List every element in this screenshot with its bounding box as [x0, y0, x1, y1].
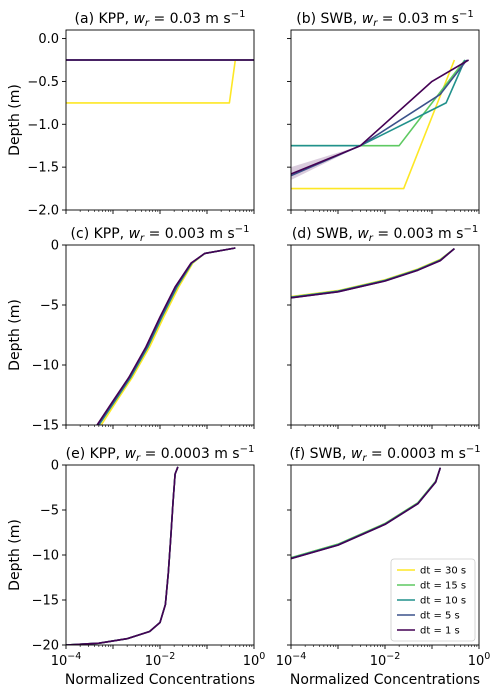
panel-title: (a) KPP, wr = 0.03 m s−1: [75, 9, 246, 29]
series-line-dt-1-s: [291, 247, 455, 299]
series-line-dt-1-s: [291, 59, 470, 175]
y-tick-label: −1.0: [27, 118, 59, 133]
x-tick-label: 100: [243, 651, 266, 669]
legend-label: dt = 5 s: [420, 611, 460, 622]
plot-area: [96, 247, 236, 425]
x-axis-label: Normalized Concentrations: [65, 672, 255, 688]
y-tick-label: −15: [32, 594, 59, 609]
panel-a: 0.0 −0.5 −1.0 −1.5 −2.0 (a) KPP, wr = 0.03 m …: [7, 9, 255, 219]
series-line-dt-15-s: [98, 247, 236, 425]
y-tick-label: 0: [51, 239, 59, 254]
panel-title: (e) KPP, wr = 0.0003 m s−1: [66, 444, 255, 464]
series-line-dt-30-s: [100, 247, 236, 425]
panel-d: (d) SWB, wr = 0.003 m s−1: [287, 224, 480, 429]
y-tick-label: 0.0: [38, 32, 59, 47]
series-line-dt-15-s: [291, 59, 466, 147]
y-tick-label: −0.5: [27, 75, 59, 90]
series-line-dt-5-s: [291, 467, 442, 560]
x-tick-label: 10−4: [276, 651, 307, 669]
series-line-dt-30-s: [66, 59, 254, 104]
series-line-dt-30-s: [291, 59, 456, 190]
series-line-dt-15-s: [291, 247, 455, 298]
y-tick-label: −15: [32, 419, 59, 434]
axes-frame: [65, 464, 255, 646]
y-tick-label: −2.0: [27, 204, 59, 219]
y-axis-label: Depth (m): [7, 84, 23, 156]
legend: dt = 30 s dt = 15 s dt = 10 s dt = 5 s dt = …: [390, 558, 476, 642]
series-line-dt-5-s: [291, 247, 455, 299]
y-tick-label: −10: [32, 549, 59, 564]
series-line-dt-30-s: [291, 467, 442, 559]
panel-title: (d) SWB, wr = 0.003 m s−1: [292, 224, 478, 244]
panel-title: (b) SWB, wr = 0.03 m s−1: [296, 9, 473, 29]
y-tick-label: −10: [32, 359, 59, 374]
y-tick-label: −5: [40, 504, 59, 519]
x-axis-label: Normalized Concentrations: [290, 672, 480, 688]
series-line-dt-10-s: [291, 247, 455, 298]
legend-label: dt = 30 s: [420, 566, 466, 577]
x-tick-label: 10−4: [51, 651, 82, 669]
series-line-dt-1-s: [291, 467, 442, 560]
axes-frame: [290, 29, 480, 211]
series-line-dt-10-s: [98, 247, 236, 425]
x-tick-label: 10−2: [370, 651, 401, 669]
x-tick-label: 100: [468, 651, 491, 669]
y-tick-label: 0: [51, 459, 59, 474]
series-line-dt-15-s: [291, 467, 442, 559]
panel-b: (b) SWB, wr = 0.03 m s−1: [287, 9, 480, 214]
x-tick-label: 10−2: [145, 651, 176, 669]
uncertainty-band: [291, 60, 469, 180]
legend-label: dt = 1 s: [420, 626, 460, 637]
y-axis-label: Depth (m): [7, 299, 23, 371]
panel-title: (c) KPP, wr = 0.003 m s−1: [71, 224, 250, 244]
plot-area: [66, 59, 254, 104]
series-line-dt-10-s: [291, 59, 466, 147]
series-line-dt-10-s: [291, 467, 442, 559]
panel-f: 10−4 10−2 100 (f) SWB, wr = 0.0003 m s−1 Nor…: [276, 444, 491, 688]
panel-title: (f) SWB, wr = 0.0003 m s−1: [289, 444, 480, 464]
plot-area: [66, 466, 179, 645]
axes-frame: [65, 29, 255, 211]
y-axis-label: Depth (m): [7, 519, 23, 591]
axes-frame: [290, 244, 480, 426]
plot-area: [291, 59, 470, 190]
axes-frame: [65, 244, 255, 426]
plot-area: [291, 247, 455, 299]
series-line-dt-30-s: [291, 247, 455, 298]
legend-label: dt = 15 s: [420, 581, 466, 592]
legend-label: dt = 10 s: [420, 596, 466, 607]
panel-c: 0 −5 −10 −15 (c) KPP, wr = 0.003 m s−1 Depth …: [7, 224, 255, 434]
y-tick-label: −20: [32, 639, 59, 654]
plot-area: [291, 467, 442, 560]
legend-box: [390, 558, 476, 642]
series-line-dt-1-s: [66, 466, 179, 645]
y-tick-label: −5: [40, 299, 59, 314]
y-tick-label: −1.5: [27, 161, 59, 176]
series-line-dt-1-s: [96, 247, 236, 425]
